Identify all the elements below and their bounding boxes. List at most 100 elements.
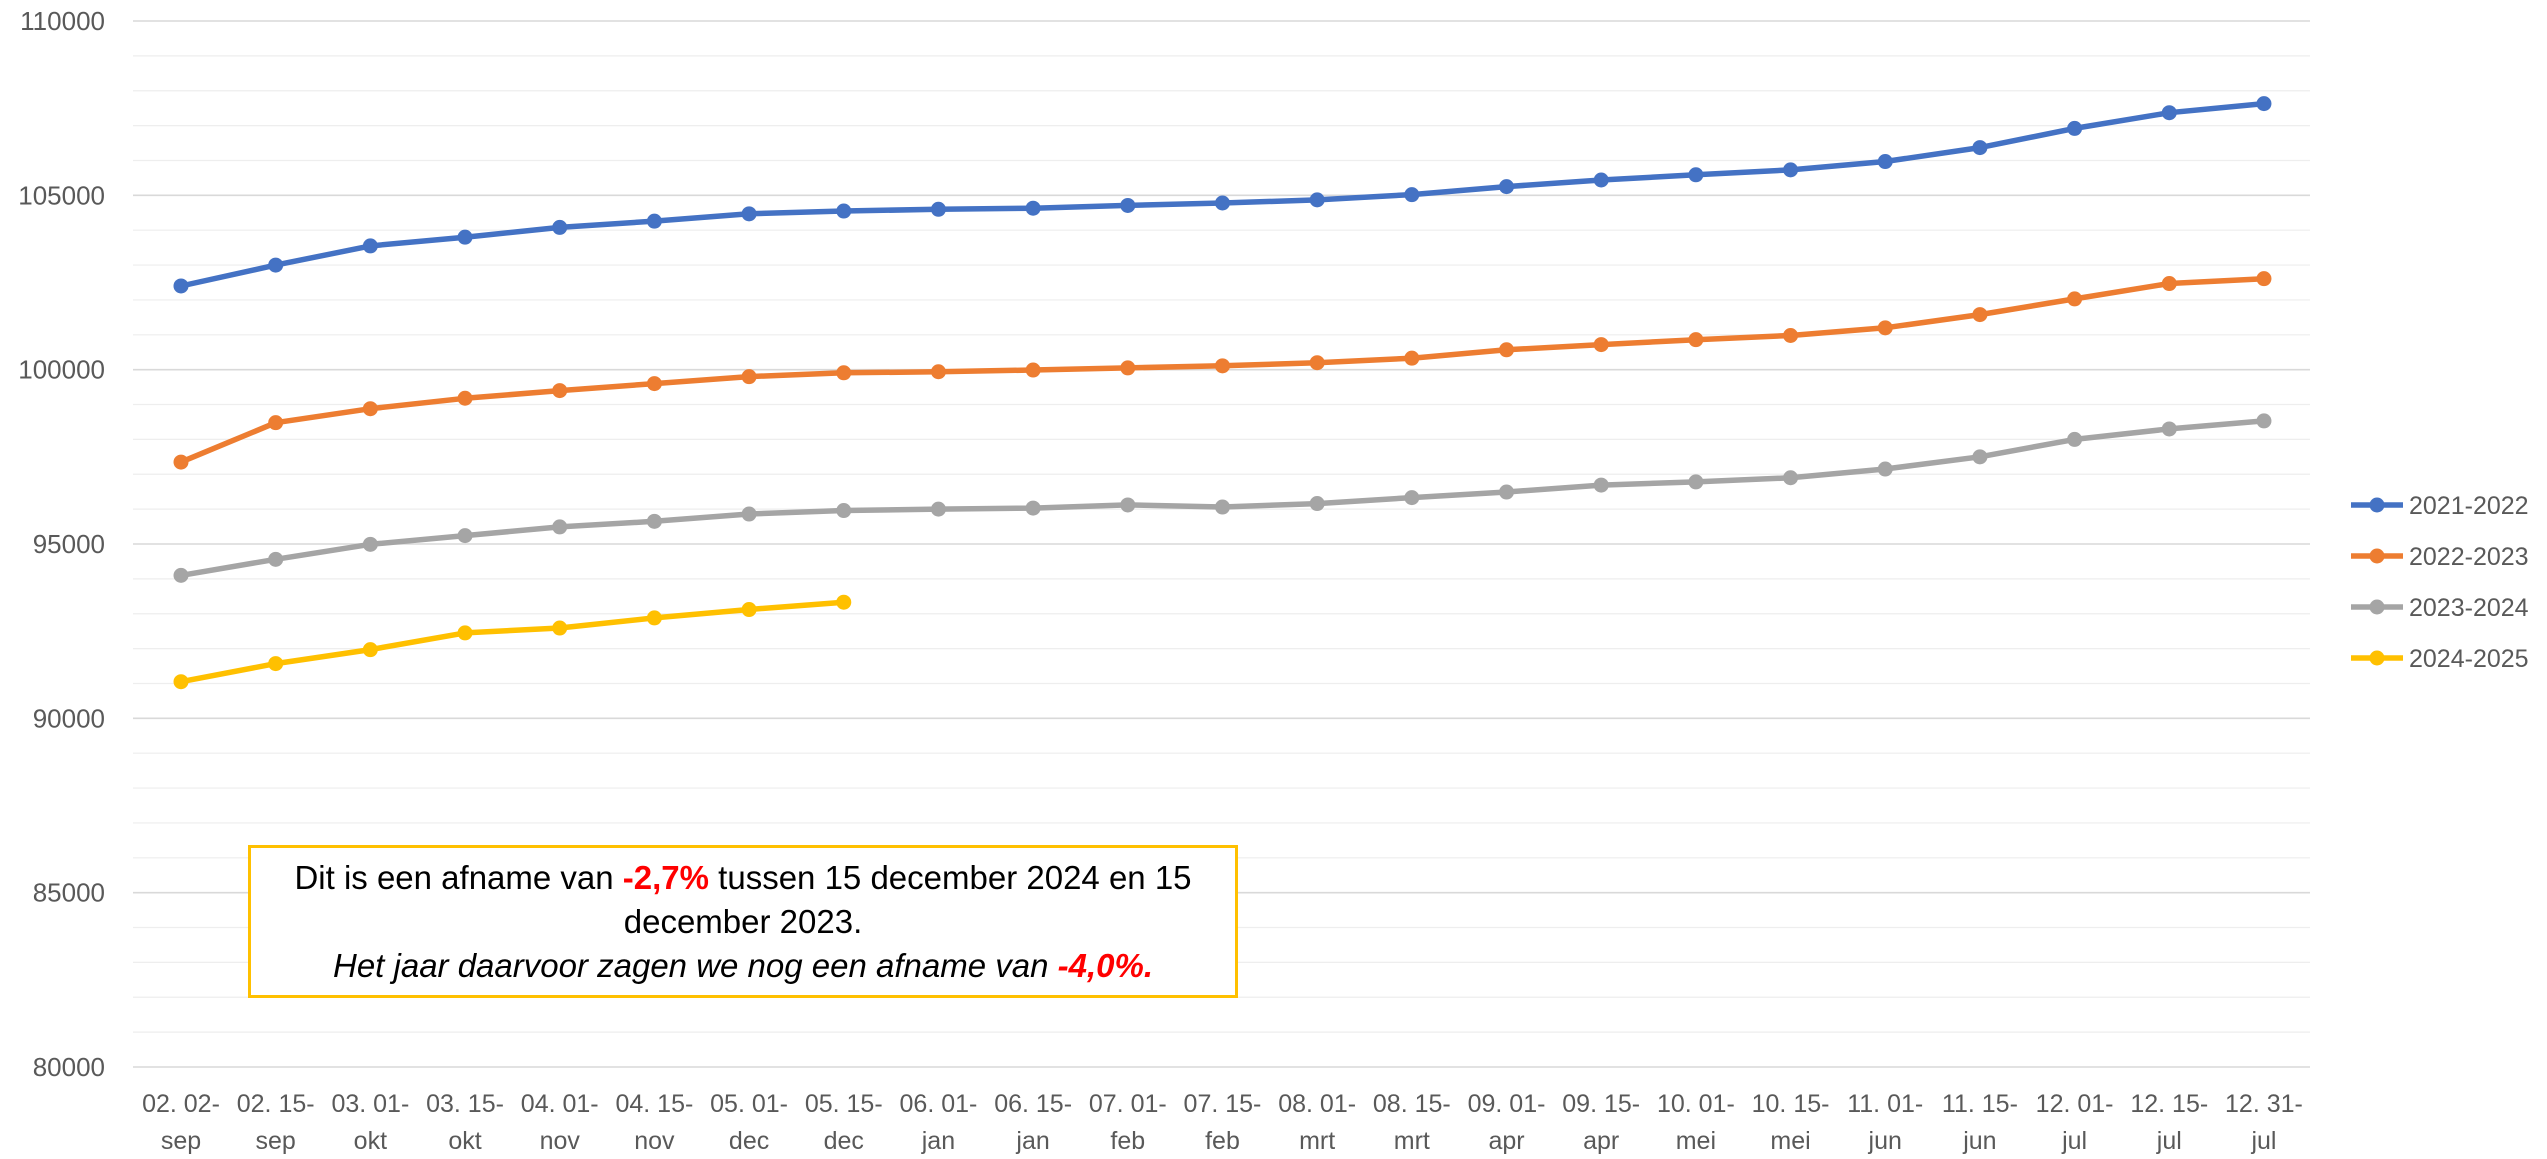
- y-axis-tick-labels: 80000 85000 90000 95000 100000 105000 110000: [18, 6, 105, 1082]
- x-tick-label: 10. 01-mei: [1657, 1090, 1735, 1155]
- data-point: [457, 528, 473, 544]
- x-tick-label: 03. 15-okt: [426, 1090, 504, 1155]
- data-point: [1404, 350, 1420, 366]
- x-tick-label: 07. 01-feb: [1089, 1090, 1167, 1155]
- data-point: [1309, 355, 1325, 371]
- data-point: [268, 415, 284, 431]
- legend-label: 2021-2022: [2409, 492, 2529, 520]
- data-point: [457, 390, 473, 406]
- data-point: [646, 513, 662, 529]
- annotation-box: Dit is een afname van -2,7% tussen 15 de…: [248, 845, 1238, 998]
- data-point: [552, 383, 568, 399]
- data-point: [1877, 154, 1893, 170]
- data-point: [1214, 358, 1230, 374]
- data-point: [1120, 497, 1136, 513]
- data-point: [2067, 291, 2083, 307]
- data-point: [362, 238, 378, 254]
- data-point: [1214, 195, 1230, 211]
- series-lines: [173, 96, 2272, 690]
- data-point: [2256, 96, 2272, 112]
- data-point: [836, 203, 852, 219]
- data-point: [1025, 500, 1041, 516]
- data-point: [1025, 200, 1041, 216]
- legend-marker: [2369, 548, 2385, 564]
- data-point: [1593, 477, 1609, 493]
- legend-item: 2023-2024: [2351, 594, 2529, 622]
- data-point: [1499, 484, 1515, 500]
- data-point: [173, 567, 189, 583]
- data-point: [1404, 187, 1420, 203]
- data-point: [1783, 162, 1799, 178]
- data-point: [741, 506, 757, 522]
- legend-label: 2022-2023: [2409, 543, 2529, 571]
- x-tick-label: 07. 15-feb: [1184, 1090, 1262, 1155]
- data-point: [1783, 470, 1799, 486]
- data-point: [268, 551, 284, 567]
- data-point: [836, 365, 852, 381]
- y-tick-label: 110000: [20, 6, 105, 36]
- x-tick-label: 03. 01-okt: [331, 1090, 409, 1155]
- annotation-line-3-prefix: Het jaar daarvoor zagen we nog een afnam…: [332, 946, 1058, 984]
- data-point: [362, 536, 378, 552]
- legend-marker: [2369, 599, 2385, 615]
- data-point: [930, 201, 946, 217]
- legend-label: 2023-2024: [2409, 594, 2529, 622]
- data-point: [2161, 105, 2177, 121]
- annotation-previous-year-value: -4,0%.: [1057, 946, 1153, 984]
- data-point: [1309, 496, 1325, 512]
- x-tick-label: 12. 31-jul: [2225, 1090, 2303, 1155]
- data-point: [173, 278, 189, 294]
- x-tick-label: 08. 01-mrt: [1278, 1090, 1356, 1155]
- data-point: [741, 369, 757, 385]
- data-point: [930, 501, 946, 517]
- legend-item: 2024-2025: [2351, 645, 2529, 673]
- data-point: [457, 229, 473, 245]
- data-point: [646, 610, 662, 626]
- data-point: [1593, 337, 1609, 353]
- x-tick-label: 10. 15-mei: [1752, 1090, 1830, 1155]
- data-point: [741, 206, 757, 222]
- data-point: [1783, 327, 1799, 343]
- series-2023-2024: [173, 413, 2272, 583]
- data-point: [457, 625, 473, 641]
- data-point: [2067, 431, 2083, 447]
- x-tick-label: 06. 01-jan: [900, 1090, 978, 1155]
- data-point: [1877, 320, 1893, 336]
- data-point: [1025, 362, 1041, 378]
- x-tick-label: 05. 15-dec: [805, 1090, 883, 1155]
- x-tick-label: 11. 15-jun: [1942, 1090, 2018, 1155]
- data-point: [1688, 474, 1704, 490]
- data-point: [646, 213, 662, 229]
- data-point: [1499, 342, 1515, 358]
- legend-label: 2024-2025: [2409, 645, 2529, 673]
- x-tick-label: 09. 01-apr: [1468, 1090, 1546, 1155]
- data-point: [362, 642, 378, 658]
- y-tick-label: 85000: [33, 878, 105, 908]
- legend-marker: [2369, 650, 2385, 666]
- annotation-line-3: Het jaar daarvoor zagen we nog een afnam…: [333, 944, 1153, 988]
- x-tick-label: 11. 01-jun: [1847, 1090, 1923, 1155]
- data-point: [552, 219, 568, 235]
- series-line: [178, 599, 847, 685]
- x-tick-label: 04. 15-nov: [615, 1090, 693, 1155]
- data-point: [1404, 490, 1420, 506]
- legend-item: 2022-2023: [2351, 543, 2529, 571]
- series-2024-2025: [173, 594, 852, 690]
- x-tick-label: 08. 15-mrt: [1373, 1090, 1451, 1155]
- legend-item: 2021-2022: [2351, 492, 2529, 520]
- annotation-line-2: december 2023.: [623, 902, 863, 940]
- data-point: [268, 656, 284, 672]
- x-tick-label: 09. 15-apr: [1562, 1090, 1640, 1155]
- annotation-highlight-value: -2,7%: [622, 858, 710, 896]
- legend: 2021-2022 2022-2023 2023-2024 2024-2025: [2351, 492, 2529, 673]
- annotation-line-1-prefix: Dit is een afname van: [294, 858, 623, 896]
- data-point: [2161, 276, 2177, 292]
- data-point: [1120, 360, 1136, 376]
- data-point: [552, 519, 568, 535]
- series-2021-2022: [173, 96, 2272, 294]
- x-tick-label: 04. 01-nov: [521, 1090, 599, 1155]
- data-point: [836, 503, 852, 519]
- data-point: [173, 454, 189, 470]
- y-tick-label: 100000: [18, 355, 105, 385]
